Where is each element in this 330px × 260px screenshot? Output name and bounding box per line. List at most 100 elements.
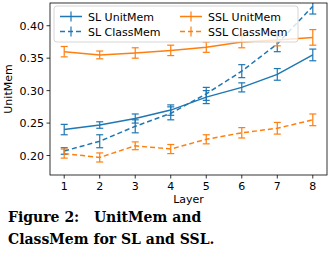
error-bar-cap: [309, 29, 316, 30]
x-tick: [312, 175, 313, 179]
x-axis-label: Layer: [173, 193, 204, 206]
x-tick-label: 8: [309, 180, 316, 193]
y-tick-label: 0.35: [20, 52, 45, 65]
error-bar-cap: [61, 158, 68, 159]
error-bar-cap: [132, 113, 139, 114]
error-bar-cap: [96, 161, 103, 162]
y-tick-label: 0.20: [20, 150, 45, 163]
x-tick-label: 2: [96, 180, 103, 193]
y-axis-label: UnitMem: [2, 64, 15, 113]
error-bar-cap: [61, 124, 68, 125]
error-bar-cap: [96, 58, 103, 59]
error-bar-cap: [167, 104, 174, 105]
error-bar-cap: [238, 64, 245, 65]
error-bar-cap: [203, 103, 210, 104]
error-bar-cap: [167, 144, 174, 145]
legend-swatch-errorbar: [190, 27, 191, 37]
y-tick: [47, 90, 51, 91]
error-bar-cap: [238, 91, 245, 92]
x-tick: [99, 175, 100, 179]
y-tick-label: 0.25: [20, 117, 45, 130]
y-tick-label: 0.40: [20, 20, 45, 33]
y-tick-label: 0.30: [20, 85, 45, 98]
y-tick: [47, 155, 51, 156]
error-bar-cap: [274, 68, 281, 69]
error-bar-cap: [309, 60, 316, 61]
error-bar-cap: [203, 134, 210, 135]
x-tick-label: 1: [61, 180, 68, 193]
series-line: [64, 55, 313, 130]
x-tick-label: 3: [132, 180, 139, 193]
error-bar-cap: [61, 147, 68, 148]
error-bar-cap: [132, 58, 139, 59]
error-bar-cap: [61, 56, 68, 57]
error-bar-cap: [309, 113, 316, 114]
legend-label: SL UnitMem: [88, 11, 154, 24]
error-bar-cap: [96, 121, 103, 122]
y-tick: [47, 58, 51, 59]
error-bar-cap: [238, 82, 245, 83]
error-bar-cap: [274, 80, 281, 81]
error-bar-cap: [132, 141, 139, 142]
error-bar-cap: [61, 46, 68, 47]
x-tick-label: 4: [167, 180, 174, 193]
error-bar-cap: [132, 149, 139, 150]
x-tick: [206, 175, 207, 179]
error-bar-cap: [274, 134, 281, 135]
error-bar-cap: [238, 127, 245, 128]
error-bar-cap: [203, 87, 210, 88]
error-bar-cap: [96, 134, 103, 135]
error-bar-cap: [309, 13, 316, 14]
error-bar-cap: [96, 147, 103, 148]
caption-line: ClassMem for SL and SSL.: [8, 231, 214, 247]
error-bar-cap: [167, 106, 174, 107]
error-bar-cap: [203, 143, 210, 144]
legend-label: SSL ClassMem: [208, 26, 288, 39]
error-bar-stem: [312, 114, 313, 126]
error-bar-cap: [96, 152, 103, 153]
error-bar-cap: [96, 50, 103, 51]
error-bar-cap: [238, 47, 245, 48]
legend-box: [54, 6, 298, 42]
error-bar-cap: [167, 153, 174, 154]
x-tick-label: 5: [203, 180, 210, 193]
x-tick: [64, 175, 65, 179]
error-bar-cap: [96, 128, 103, 129]
error-bar-cap: [274, 122, 281, 123]
legend-label: SSL UnitMem: [208, 11, 281, 24]
chart: 0.200.250.300.350.4012345678LayerUnitMem…: [0, 0, 330, 260]
error-bar-cap: [132, 119, 139, 120]
error-bar-cap: [167, 55, 174, 56]
error-bar-stem: [241, 128, 242, 138]
legend: SL UnitMem SL ClassMem SSL UnitMem SSL Clas…: [54, 6, 298, 42]
legend-swatch-errorbar: [190, 12, 191, 22]
x-tick: [277, 175, 278, 179]
error-bar-stem: [312, 3, 313, 14]
legend-label: SL ClassMem: [88, 26, 161, 39]
error-bar-cap: [274, 51, 281, 52]
legend-swatch-errorbar: [70, 27, 71, 37]
x-tick: [170, 175, 171, 179]
x-tick-label: 6: [238, 180, 245, 193]
error-bar-cap: [309, 125, 316, 126]
series-line: [64, 120, 313, 158]
plot-frame: [50, 3, 327, 175]
error-bar-cap: [167, 119, 174, 120]
error-bar-cap: [238, 77, 245, 78]
error-bar-cap: [309, 48, 316, 49]
y-tick: [47, 25, 51, 26]
x-tick: [135, 175, 136, 179]
error-bar-cap: [132, 47, 139, 48]
x-tick: [241, 175, 242, 179]
error-bar-cap: [167, 45, 174, 46]
legend-swatch-errorbar: [70, 12, 71, 22]
caption-line: Figure 2: UnitMem and: [8, 209, 201, 225]
error-bar-cap: [61, 134, 68, 135]
error-bar-cap: [238, 137, 245, 138]
error-bar-cap: [274, 45, 281, 46]
y-tick: [47, 123, 51, 124]
error-bar-cap: [203, 100, 210, 101]
error-bar-cap: [132, 132, 139, 133]
error-bar-cap: [203, 52, 210, 53]
error-bar-cap: [309, 45, 316, 46]
